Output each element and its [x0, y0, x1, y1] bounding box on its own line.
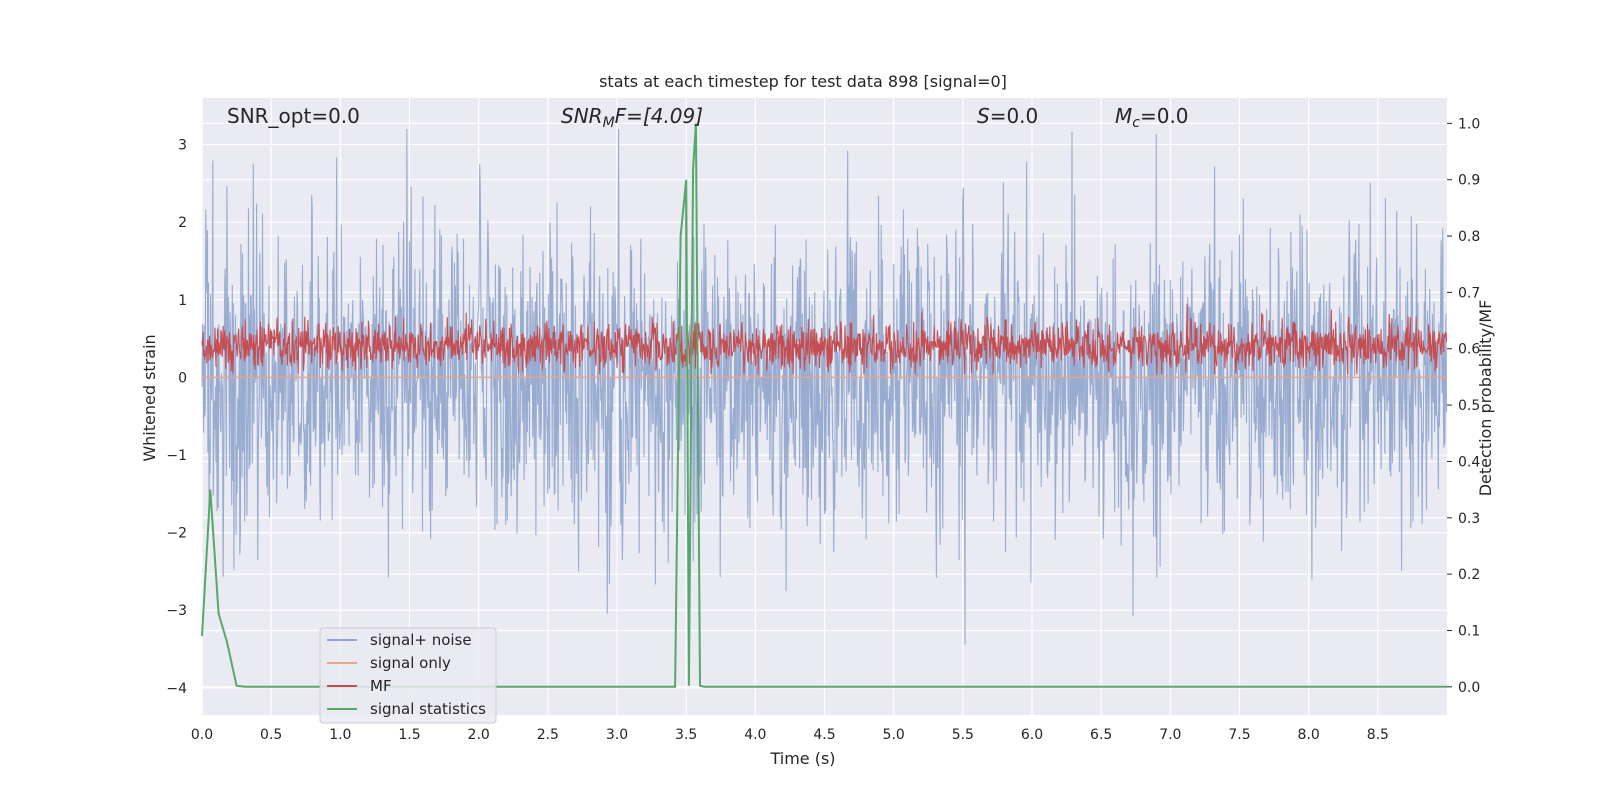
x-axis-label: Time (s): [769, 749, 835, 768]
y2-tick-label: 1.0: [1458, 116, 1480, 132]
y-tick-label: 1: [178, 293, 187, 309]
legend-box: [319, 627, 497, 724]
y-tick-label: −4: [166, 681, 187, 697]
x-axis: 0.0 0.5 1.0 1.5 2.0 2.5 3.0 3.5 4.0 4.5 5.0 5.5 6.0 6…: [191, 727, 1389, 743]
legend-label: signal+ noise: [370, 631, 472, 649]
x-tick-label: 1.5: [398, 727, 420, 743]
legend-item: signal+ noise: [327, 631, 472, 649]
x-tick-label: 8.0: [1298, 727, 1320, 743]
x-tick-label: 1.0: [329, 727, 351, 743]
legend: signal+ noise signal only MF signal stat…: [319, 627, 497, 724]
x-tick-label: 6.5: [1090, 727, 1112, 743]
x-tick-label: 5.5: [952, 727, 974, 743]
y2-tick-label: 0.3: [1458, 511, 1480, 527]
x-tick-label: 5.0: [883, 727, 905, 743]
y-axis-right: 0.0 0.1 0.2 0.3 0.4 0.5 0.6 0.7 0.8 0.9 1.0: [1447, 116, 1480, 696]
annotation-snr-opt: SNR_opt=0.0: [227, 104, 360, 128]
legend-item: signal statistics: [327, 700, 486, 718]
y-tick-label: −3: [166, 603, 187, 619]
x-tick-label: 0.0: [191, 727, 213, 743]
y-tick-label: 3: [178, 138, 187, 154]
legend-label: signal statistics: [370, 700, 486, 718]
x-tick-label: 4.0: [744, 727, 766, 743]
x-tick-label: 3.5: [675, 727, 697, 743]
x-tick-label: 7.5: [1228, 727, 1250, 743]
x-tick-label: 3.0: [606, 727, 628, 743]
y2-tick-label: 0.2: [1458, 567, 1480, 583]
series-layer: [201, 123, 1448, 688]
y-tick-label: −1: [166, 448, 187, 464]
legend-item: signal only: [327, 654, 451, 672]
y2-tick-label: 0.1: [1458, 623, 1480, 639]
y-tick-label: −2: [166, 526, 187, 542]
y2-tick-label: 0.9: [1458, 173, 1480, 189]
annotation-s: S=0.0: [977, 104, 1038, 128]
y-axis-label: Whitened strain: [140, 334, 159, 461]
series-signal-statistics: [201, 123, 1447, 688]
y-tick-label: 0: [178, 370, 187, 386]
chart-title: stats at each timestep for test data 898…: [599, 72, 1007, 91]
annotation-mc: Mc=0.0: [1115, 104, 1189, 131]
x-tick-label: 7.0: [1159, 727, 1181, 743]
x-tick-label: 4.5: [813, 727, 835, 743]
y2-tick-label: 0.6: [1458, 342, 1480, 358]
annotation-snr-mf: SNRMF=[4.09]: [561, 104, 703, 131]
x-tick-label: 2.0: [468, 727, 490, 743]
x-tick-label: 8.5: [1367, 727, 1389, 743]
legend-label: signal only: [370, 654, 451, 672]
legend-label: MF: [370, 677, 392, 695]
y-tick-label: 2: [178, 215, 187, 231]
y2-tick-label: 0.5: [1458, 398, 1480, 414]
y2-tick-label: 0.4: [1458, 454, 1480, 470]
legend-item: MF: [327, 677, 392, 695]
y-axis-left: −4 −3 −2 −1 0 1 2 3: [166, 138, 187, 697]
series-mf: [201, 303, 1448, 375]
y2-tick-label: 0.8: [1458, 229, 1480, 245]
y2-tick-label: 0.7: [1458, 285, 1480, 301]
x-tick-label: 0.5: [260, 727, 282, 743]
x-tick-label: 6.0: [1021, 727, 1043, 743]
y2-axis-label: Detection probability/MF: [1476, 300, 1495, 497]
x-tick-label: 2.5: [537, 727, 559, 743]
y2-tick-label: 0.0: [1458, 680, 1480, 696]
